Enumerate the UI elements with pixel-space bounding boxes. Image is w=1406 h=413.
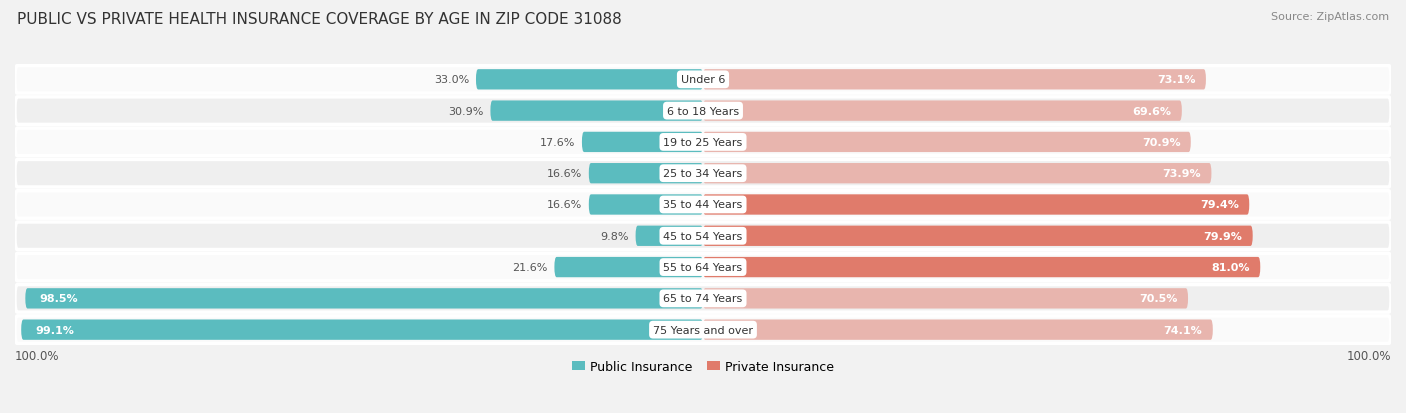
FancyBboxPatch shape: [15, 254, 1391, 281]
Text: 9.8%: 9.8%: [600, 231, 628, 241]
Text: 74.1%: 74.1%: [1164, 325, 1202, 335]
FancyBboxPatch shape: [15, 66, 1391, 94]
Text: 65 to 74 Years: 65 to 74 Years: [664, 294, 742, 304]
FancyBboxPatch shape: [491, 101, 703, 121]
Text: Source: ZipAtlas.com: Source: ZipAtlas.com: [1271, 12, 1389, 22]
Text: 30.9%: 30.9%: [449, 107, 484, 116]
FancyBboxPatch shape: [15, 97, 1391, 125]
FancyBboxPatch shape: [15, 316, 1391, 344]
Text: 6 to 18 Years: 6 to 18 Years: [666, 107, 740, 116]
Text: 73.1%: 73.1%: [1157, 75, 1195, 85]
FancyBboxPatch shape: [703, 133, 1191, 153]
Text: 98.5%: 98.5%: [39, 294, 77, 304]
FancyBboxPatch shape: [703, 195, 1250, 215]
Text: 16.6%: 16.6%: [547, 169, 582, 179]
FancyBboxPatch shape: [703, 226, 1253, 246]
FancyBboxPatch shape: [589, 164, 703, 184]
FancyBboxPatch shape: [582, 133, 703, 153]
Text: 99.1%: 99.1%: [35, 325, 75, 335]
Text: Under 6: Under 6: [681, 75, 725, 85]
Text: PUBLIC VS PRIVATE HEALTH INSURANCE COVERAGE BY AGE IN ZIP CODE 31088: PUBLIC VS PRIVATE HEALTH INSURANCE COVER…: [17, 12, 621, 27]
FancyBboxPatch shape: [703, 257, 1260, 278]
FancyBboxPatch shape: [21, 320, 703, 340]
FancyBboxPatch shape: [15, 191, 1391, 219]
Legend: Public Insurance, Private Insurance: Public Insurance, Private Insurance: [572, 360, 834, 373]
FancyBboxPatch shape: [25, 289, 703, 309]
Text: 45 to 54 Years: 45 to 54 Years: [664, 231, 742, 241]
Text: 16.6%: 16.6%: [547, 200, 582, 210]
FancyBboxPatch shape: [703, 101, 1182, 121]
Text: 79.4%: 79.4%: [1201, 200, 1239, 210]
Text: 69.6%: 69.6%: [1132, 107, 1171, 116]
FancyBboxPatch shape: [703, 70, 1206, 90]
FancyBboxPatch shape: [636, 226, 703, 246]
FancyBboxPatch shape: [15, 160, 1391, 188]
Text: 17.6%: 17.6%: [540, 138, 575, 147]
FancyBboxPatch shape: [15, 285, 1391, 312]
Text: 35 to 44 Years: 35 to 44 Years: [664, 200, 742, 210]
FancyBboxPatch shape: [703, 164, 1212, 184]
Text: 21.6%: 21.6%: [512, 262, 547, 273]
Text: 25 to 34 Years: 25 to 34 Years: [664, 169, 742, 179]
Text: 73.9%: 73.9%: [1163, 169, 1201, 179]
Text: 79.9%: 79.9%: [1204, 231, 1243, 241]
FancyBboxPatch shape: [15, 223, 1391, 250]
FancyBboxPatch shape: [554, 257, 703, 278]
FancyBboxPatch shape: [15, 129, 1391, 156]
Text: 70.9%: 70.9%: [1142, 138, 1181, 147]
Text: 70.5%: 70.5%: [1139, 294, 1178, 304]
Text: 75 Years and over: 75 Years and over: [652, 325, 754, 335]
Text: 81.0%: 81.0%: [1212, 262, 1250, 273]
Text: 33.0%: 33.0%: [434, 75, 470, 85]
FancyBboxPatch shape: [477, 70, 703, 90]
FancyBboxPatch shape: [703, 289, 1188, 309]
FancyBboxPatch shape: [589, 195, 703, 215]
Text: 100.0%: 100.0%: [15, 349, 59, 362]
FancyBboxPatch shape: [703, 320, 1213, 340]
Text: 100.0%: 100.0%: [1347, 349, 1391, 362]
Text: 55 to 64 Years: 55 to 64 Years: [664, 262, 742, 273]
Text: 19 to 25 Years: 19 to 25 Years: [664, 138, 742, 147]
